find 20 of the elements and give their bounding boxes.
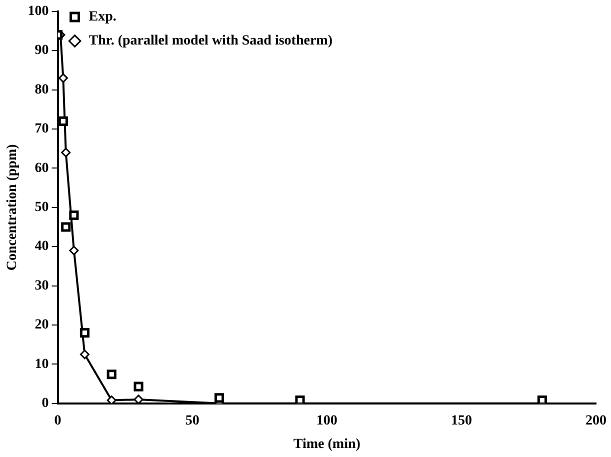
x-tick-label: 100	[316, 413, 338, 428]
y-tick-label: 50	[34, 200, 49, 216]
y-tick-label: 100	[28, 4, 49, 20]
legend-label: Thr. (parallel model with Saad isotherm)	[88, 34, 333, 49]
y-tick-label: 40	[34, 239, 49, 254]
legend-label: Exp.	[88, 10, 116, 25]
x-tick-label: 200	[586, 413, 606, 428]
x-tick-label: 150	[450, 413, 472, 428]
y-axis-title: Concentration (ppm)	[5, 144, 20, 271]
y-tick-label: 30	[34, 278, 49, 294]
x-tick-label: 0	[54, 413, 62, 428]
y-tick-label: 0	[42, 396, 49, 412]
y-tick-label: 60	[34, 160, 49, 176]
y-tick-label: 10	[34, 356, 49, 372]
x-tick-label: 50	[185, 413, 200, 428]
x-axis-title: Time (min)	[293, 437, 361, 452]
y-tick-label: 80	[34, 82, 49, 98]
y-tick-label: 70	[34, 122, 49, 137]
y-tick-label: 90	[34, 43, 49, 58]
y-tick-label: 20	[34, 318, 49, 333]
